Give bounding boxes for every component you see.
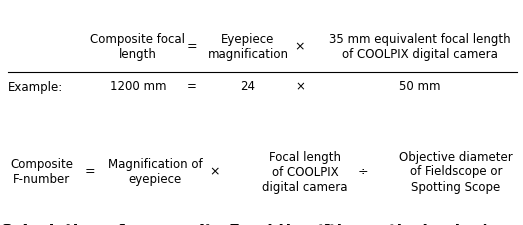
Text: ×: ×	[295, 81, 305, 94]
Text: ×: ×	[210, 166, 220, 178]
Text: 24: 24	[241, 81, 256, 94]
Text: Focal length
of COOLPIX
digital camera: Focal length of COOLPIX digital camera	[262, 151, 348, 194]
Text: 1200 mm: 1200 mm	[110, 81, 166, 94]
Text: 50 mm: 50 mm	[399, 81, 441, 94]
Text: =: =	[85, 166, 95, 178]
Text: =: =	[187, 40, 197, 54]
Text: ×: ×	[295, 40, 305, 54]
Text: 35 mm equivalent focal length
of COOLPIX digital camera: 35 mm equivalent focal length of COOLPIX…	[329, 33, 511, 61]
Text: Magnification of
eyepiece: Magnification of eyepiece	[108, 158, 202, 186]
Text: Example:: Example:	[8, 81, 63, 94]
Text: Calculation of composite focal length: Calculation of composite focal length	[0, 224, 337, 225]
Text: ÷: ÷	[358, 166, 368, 178]
Text: Composite
F-number: Composite F-number	[10, 158, 74, 186]
Text: Composite focal
length: Composite focal length	[90, 33, 186, 61]
Text: Eyepiece
magnification: Eyepiece magnification	[208, 33, 289, 61]
Text: Objective diameter
of Fieldscope or
Spotting Scope: Objective diameter of Fieldscope or Spot…	[399, 151, 513, 194]
Text: =: =	[187, 81, 197, 94]
